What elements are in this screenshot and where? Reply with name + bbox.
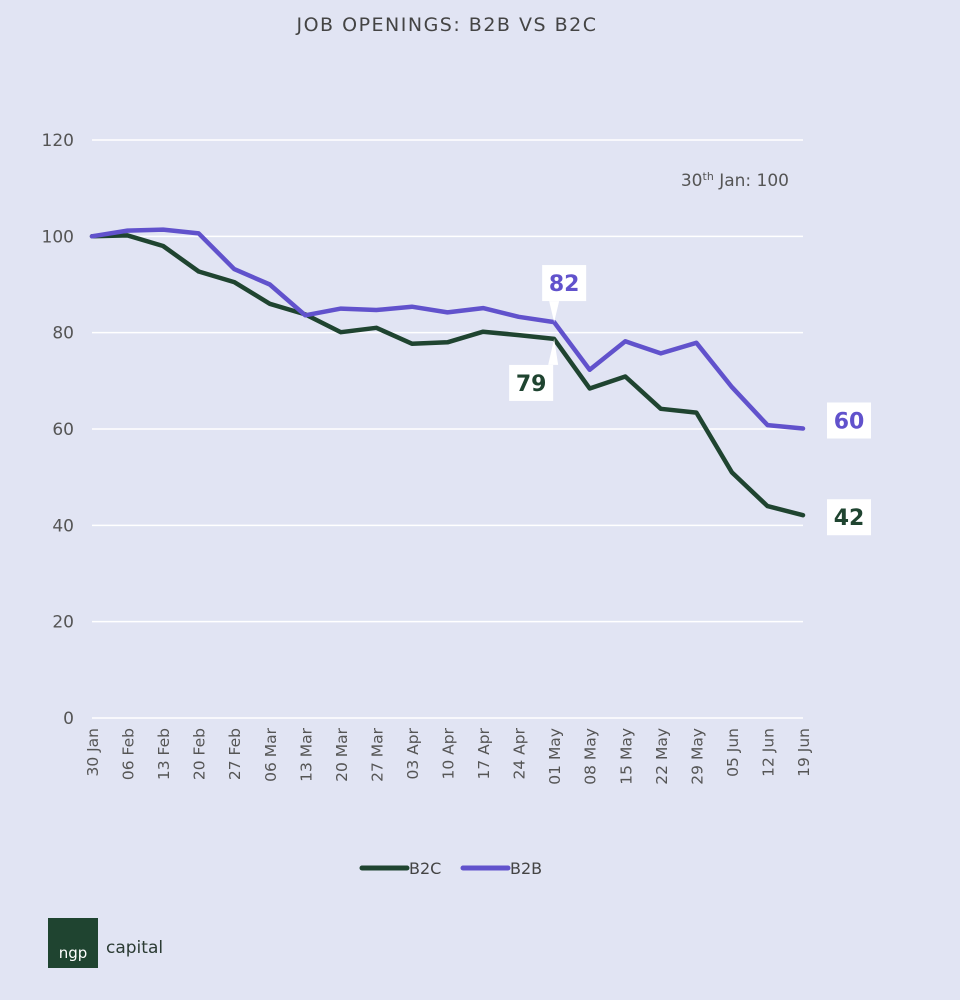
x-tick-label: 27 Feb bbox=[226, 728, 244, 780]
x-tick-label: 13 Feb bbox=[155, 728, 173, 780]
x-tick-label: 10 Apr bbox=[440, 727, 458, 779]
label-text: 42 bbox=[834, 506, 865, 531]
y-tick-label: 40 bbox=[52, 516, 74, 536]
label-box bbox=[827, 499, 871, 536]
x-tick-label: 30 Jan bbox=[84, 728, 102, 777]
label-box bbox=[509, 364, 554, 401]
x-tick-label: 08 May bbox=[582, 728, 600, 785]
data-label-b2b-82: 82 bbox=[542, 265, 587, 323]
label-pointer bbox=[549, 301, 560, 323]
chart-title: JOB OPENINGS: B2B VS B2C bbox=[296, 14, 598, 36]
y-tick-label: 20 bbox=[52, 613, 74, 633]
x-tick-label: 06 Feb bbox=[120, 728, 138, 780]
y-tick-label: 80 bbox=[52, 324, 74, 344]
base-note: 30th Jan: 100 bbox=[681, 170, 789, 191]
logo-text: capital bbox=[106, 938, 164, 958]
data-label-b2c-79: 79 bbox=[509, 338, 559, 401]
x-tick-label: 13 Mar bbox=[297, 727, 315, 782]
y-tick-label: 100 bbox=[42, 227, 74, 247]
y-tick-label: 120 bbox=[42, 131, 74, 151]
y-tick-label: 60 bbox=[52, 420, 74, 440]
x-tick-label: 20 Mar bbox=[333, 727, 351, 782]
series-lines bbox=[89, 227, 806, 518]
x-tick-label: 06 Mar bbox=[262, 727, 280, 782]
legend-label: B2B bbox=[510, 859, 542, 878]
x-tick-label: 20 Feb bbox=[191, 728, 209, 780]
legend-item-b2c: B2C bbox=[359, 859, 441, 878]
data-label-b2c-42: 42 bbox=[827, 499, 871, 536]
label-box bbox=[542, 265, 587, 302]
logo-box: ngp bbox=[48, 918, 98, 968]
data-label-b2b-60: 60 bbox=[827, 402, 871, 439]
x-axis: 30 Jan 06 Feb 13 Feb 20 Feb 27 Feb 06 Mar 13 M… bbox=[84, 727, 813, 784]
label-text: 79 bbox=[516, 372, 547, 397]
x-tick-label: 22 May bbox=[653, 728, 671, 785]
x-tick-label: 01 May bbox=[546, 728, 564, 785]
y-axis: 0 20 40 60 80 100 120 bbox=[42, 131, 74, 729]
label-text: 60 bbox=[834, 410, 865, 435]
y-tick-label: 0 bbox=[63, 709, 74, 729]
x-tick-label: 27 Mar bbox=[368, 727, 386, 782]
ngp-capital-logo: ngp capital bbox=[48, 918, 163, 968]
x-tick-label: 24 Apr bbox=[511, 727, 529, 779]
label-box bbox=[827, 402, 871, 439]
label-text: 82 bbox=[549, 272, 580, 297]
x-tick-label: 03 Apr bbox=[404, 727, 422, 779]
series-line-b2b bbox=[89, 227, 806, 431]
gridlines bbox=[92, 139, 803, 719]
x-tick-label: 05 Jun bbox=[724, 728, 742, 777]
x-tick-label: 19 Jun bbox=[795, 728, 813, 777]
legend: B2C B2B bbox=[359, 859, 542, 878]
data-labels: 82 79 60 42 bbox=[509, 265, 871, 536]
legend-item-b2b: B2B bbox=[460, 859, 542, 878]
x-tick-label: 29 May bbox=[688, 728, 706, 785]
series-line-b2c bbox=[89, 233, 806, 518]
x-tick-label: 12 Jun bbox=[759, 728, 777, 777]
legend-label: B2C bbox=[409, 859, 441, 878]
x-tick-label: 15 May bbox=[617, 728, 635, 785]
x-tick-label: 17 Apr bbox=[475, 727, 493, 779]
label-pointer bbox=[548, 338, 559, 365]
